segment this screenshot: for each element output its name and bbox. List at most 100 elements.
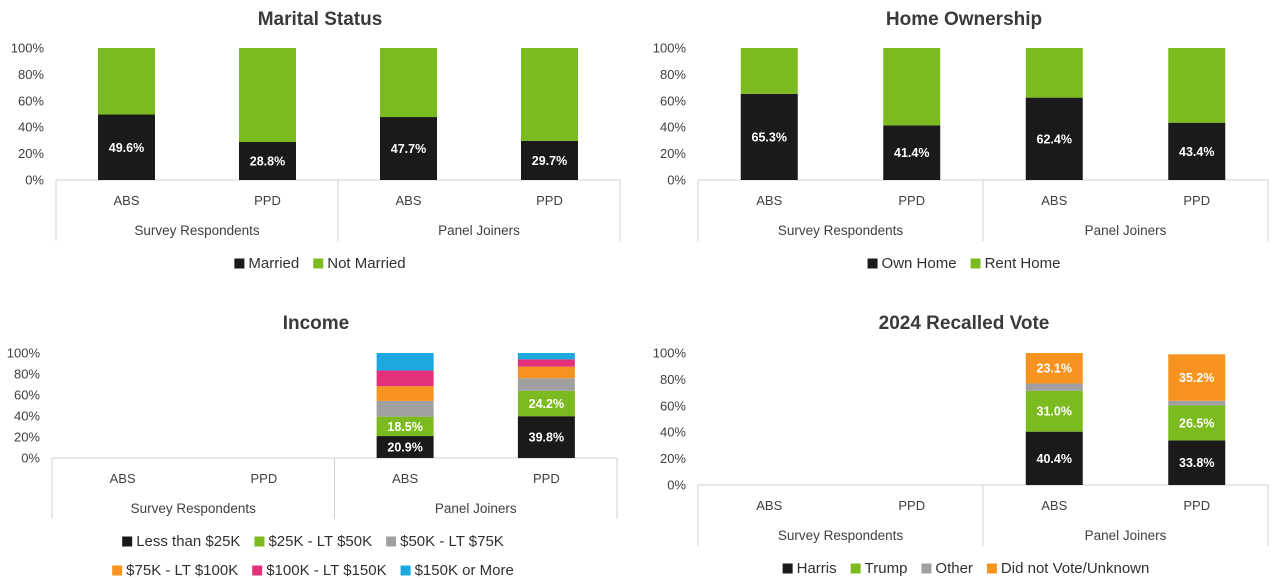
bar-segment-not-married — [380, 48, 437, 118]
category-label: PPD — [898, 498, 925, 513]
y-tick-label: 40% — [14, 409, 40, 424]
legend-swatch — [850, 563, 861, 574]
y-tick-label: 40% — [660, 425, 686, 440]
category-label: ABS — [1041, 498, 1067, 513]
y-tick-label: 60% — [14, 388, 40, 403]
data-label: 33.8% — [1179, 456, 1214, 470]
bar-segment-own-home — [740, 93, 798, 180]
category-label: PPD — [254, 193, 281, 208]
y-tick-label: 60% — [660, 398, 686, 413]
chart-1: Home Ownership 0% 20% 40% 60% 80% 100% Survey R… — [653, 9, 1269, 272]
legend-label: Trump — [865, 560, 908, 577]
category-label: PPD — [533, 471, 560, 486]
bar-segment--75k-lt-100k — [376, 386, 434, 401]
legend-label: $75K - LT $100K — [126, 562, 238, 578]
data-label: 62.4% — [1037, 132, 1072, 146]
data-label: 26.5% — [1179, 416, 1214, 430]
data-label: 18.5% — [387, 420, 422, 434]
legend-swatch — [234, 258, 245, 269]
y-tick-label: 0% — [667, 173, 686, 188]
category-label: ABS — [395, 193, 421, 208]
group-label: Survey Respondents — [778, 223, 904, 238]
y-tick-label: 0% — [21, 451, 40, 466]
bar-segment--100k-lt-150k — [517, 359, 575, 367]
category-label: PPD — [898, 193, 925, 208]
data-label: 35.2% — [1179, 371, 1214, 385]
legend-label: Did not Vote/Unknown — [1001, 560, 1149, 577]
bar-segment-trump — [1168, 405, 1226, 441]
category-label: ABS — [392, 471, 418, 486]
y-tick-label: 100% — [7, 346, 41, 361]
data-label: 47.7% — [391, 142, 426, 156]
bar-segment-own-home — [1168, 122, 1226, 180]
legend-label: Married — [248, 255, 299, 272]
y-tick-label: 60% — [660, 93, 686, 108]
data-label: 20.9% — [387, 441, 422, 455]
chart-title: Income — [283, 313, 350, 334]
y-tick-label: 80% — [660, 67, 686, 82]
category-label: PPD — [1183, 193, 1210, 208]
bar-segment--25k-lt-50k — [376, 416, 434, 437]
category-label: ABS — [110, 471, 136, 486]
legend-label: Harris — [797, 560, 837, 577]
bar-segment--25k-lt-50k — [517, 390, 575, 417]
y-tick-label: 0% — [667, 478, 686, 493]
data-label: 28.8% — [250, 154, 285, 168]
bar-segment-married — [380, 117, 437, 180]
legend-swatch — [970, 258, 981, 269]
bar-segment-married — [239, 141, 296, 180]
y-tick-label: 100% — [653, 346, 687, 361]
legend-label: $100K - LT $150K — [266, 562, 386, 578]
data-label: 41.4% — [894, 146, 929, 160]
category-label: ABS — [113, 193, 139, 208]
chart-title: Home Ownership — [886, 9, 1042, 30]
chart-2: Income 0% 20% 40% 60% 80% 100% Survey Responden… — [7, 313, 618, 578]
legend-label: $150K or More — [415, 562, 514, 578]
legend-swatch — [254, 536, 265, 547]
category-label: PPD — [1183, 498, 1210, 513]
legend-swatch — [122, 536, 133, 547]
data-label: 40.4% — [1037, 452, 1072, 466]
bar-segment-did-not-vote-unknown — [1025, 353, 1083, 384]
bar-segment-harris — [1025, 431, 1083, 485]
category-label: PPD — [536, 193, 563, 208]
y-tick-label: 80% — [660, 372, 686, 387]
bar-segment-not-married — [98, 48, 155, 115]
y-tick-label: 40% — [660, 120, 686, 135]
bar-segment-trump — [1025, 390, 1083, 432]
bar-segment--50k-lt-75k — [376, 400, 434, 417]
group-label: Panel Joiners — [438, 223, 520, 238]
y-tick-label: 80% — [14, 367, 40, 382]
group-label: Survey Respondents — [131, 501, 257, 516]
legend-label: Own Home — [882, 255, 957, 272]
chart-3: 2024 Recalled Vote 0% 20% 40% 60% 80% 100% Surv… — [653, 313, 1269, 577]
legend-swatch — [986, 563, 997, 574]
legend-label: $50K - LT $75K — [400, 533, 504, 550]
chart-0: Marital Status 0% 20% 40% 60% 80% 100% Survey R… — [11, 9, 621, 272]
bar-segment-other — [1168, 400, 1226, 406]
bar-segment-rent-home — [1168, 48, 1226, 123]
bar-segment-own-home — [1025, 97, 1083, 180]
y-tick-label: 60% — [18, 93, 44, 108]
y-tick-label: 20% — [660, 146, 686, 161]
chart-title: 2024 Recalled Vote — [879, 313, 1050, 334]
data-label: 49.6% — [109, 141, 144, 155]
chart-title: Marital Status — [258, 9, 383, 30]
data-label: 31.0% — [1037, 405, 1072, 419]
bar-segment--150k-or-more — [376, 353, 434, 371]
bar-segment-rent-home — [740, 48, 798, 94]
data-label: 23.1% — [1037, 362, 1072, 376]
data-label: 24.2% — [529, 397, 564, 411]
bar-segment-own-home — [883, 125, 941, 180]
legend-swatch — [782, 563, 793, 574]
bar-segment-not-married — [521, 48, 578, 141]
data-label: 39.8% — [529, 431, 564, 445]
bar-segment-did-not-vote-unknown — [1168, 354, 1226, 401]
group-label: Panel Joiners — [1085, 528, 1167, 543]
bar-segment-harris — [1168, 440, 1226, 485]
y-tick-label: 20% — [14, 430, 40, 445]
y-tick-label: 20% — [660, 451, 686, 466]
data-label: 65.3% — [752, 130, 787, 144]
bar-segment-less-than-25k — [376, 436, 434, 458]
